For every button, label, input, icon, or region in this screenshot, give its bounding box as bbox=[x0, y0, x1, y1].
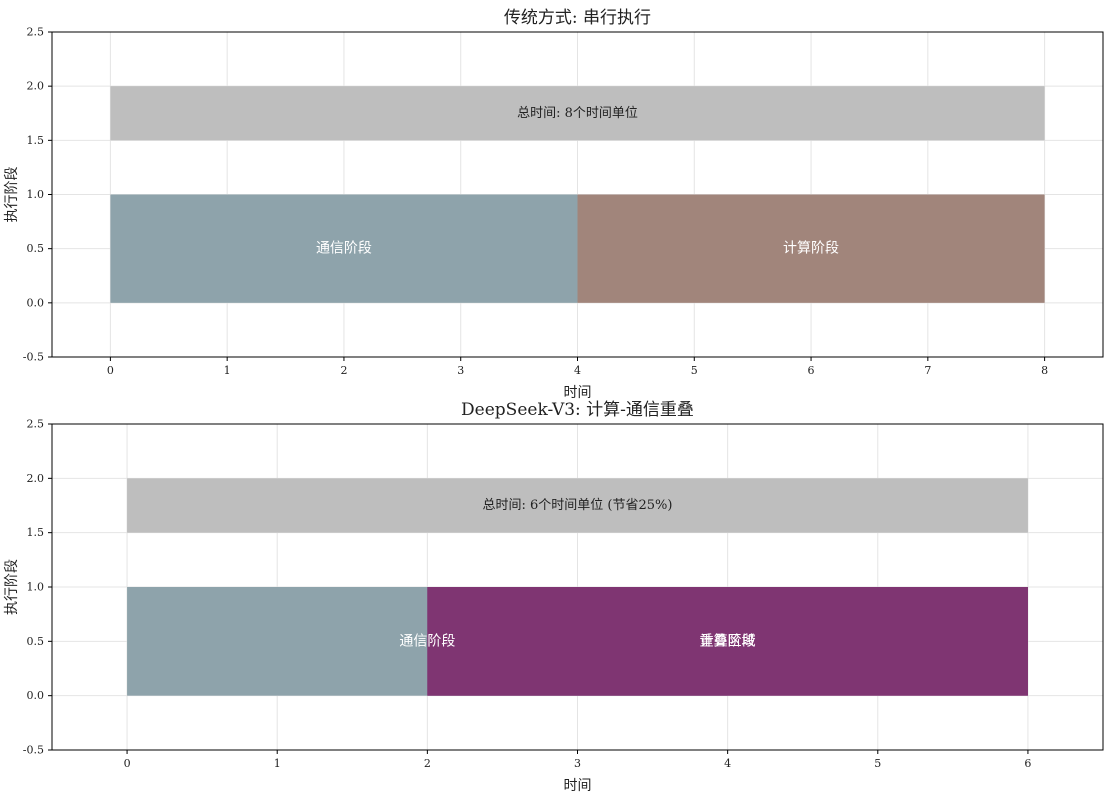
x-tick-label: 3 bbox=[457, 364, 464, 377]
bar-label-3: 总时间: 8个时间单位 bbox=[517, 106, 638, 121]
x-tick-label: 4 bbox=[724, 757, 731, 770]
y-tick-label: 0.0 bbox=[27, 689, 45, 702]
y-tick-label: 1.0 bbox=[27, 188, 45, 201]
x-axis-label: 时间 bbox=[564, 778, 592, 794]
y-tick-label: 2.5 bbox=[27, 418, 45, 431]
x-tick-label: 0 bbox=[124, 757, 131, 770]
y-axis-label: 执行阶段 bbox=[4, 167, 20, 223]
x-tick-label: 4 bbox=[574, 364, 581, 377]
chart-title: 传统方式: 串行执行 bbox=[504, 8, 651, 28]
bar-label-4: 总时间: 6个时间单位 (节省25%) bbox=[483, 498, 673, 513]
y-tick-label: -0.5 bbox=[23, 351, 44, 364]
y-axis-label: 执行阶段 bbox=[4, 559, 20, 615]
x-tick-label: 7 bbox=[924, 364, 931, 377]
bar-2 bbox=[577, 194, 1045, 303]
x-tick-label: 5 bbox=[691, 364, 698, 377]
y-tick-label: 2.0 bbox=[27, 472, 45, 485]
bar-1 bbox=[110, 194, 578, 303]
x-tick-label: 1 bbox=[274, 757, 281, 770]
x-tick-label: 8 bbox=[1041, 364, 1048, 377]
x-tick-label: 0 bbox=[107, 364, 114, 377]
y-tick-label: 0.0 bbox=[27, 296, 45, 309]
y-tick-label: 2.0 bbox=[27, 80, 45, 93]
y-tick-label: 2.5 bbox=[27, 26, 45, 39]
y-tick-label: 1.5 bbox=[27, 134, 45, 147]
y-tick-label: 0.5 bbox=[27, 242, 45, 255]
x-tick-label: 1 bbox=[224, 364, 231, 377]
chart-panel-1: 通信阶段 计算阶段 总时间: 8个时间单位 0 1 2 3 4 5 6 7 8 -0.5 0.0 0.5 1.… bbox=[4, 8, 1104, 401]
x-tick-label: 2 bbox=[340, 364, 347, 377]
x-tick-label: 2 bbox=[424, 757, 431, 770]
bar-3 bbox=[427, 587, 1028, 696]
x-tick-label: 3 bbox=[574, 757, 581, 770]
x-tick-label: 5 bbox=[874, 757, 881, 770]
bar-label-2: 计算阶段 bbox=[700, 633, 756, 649]
x-tick-label: 6 bbox=[1024, 757, 1031, 770]
y-tick-label: -0.5 bbox=[23, 744, 44, 757]
bar-3 bbox=[110, 86, 1045, 141]
chart-title: DeepSeek-V3: 计算-通信重叠 bbox=[461, 400, 694, 420]
y-tick-label: 0.5 bbox=[27, 635, 45, 648]
y-tick-label: 1.0 bbox=[27, 581, 45, 594]
bar-label-1: 通信阶段 bbox=[399, 633, 455, 649]
y-tick-label: 1.5 bbox=[27, 526, 45, 539]
x-tick-label: 6 bbox=[808, 364, 815, 377]
bar-label-3: 重叠区域 bbox=[700, 633, 756, 649]
bar-label-1: 通信阶段 bbox=[316, 241, 372, 257]
bar-label-2: 计算阶段 bbox=[783, 241, 839, 257]
x-axis-label: 时间 bbox=[564, 385, 592, 401]
bar-4 bbox=[127, 478, 1028, 533]
